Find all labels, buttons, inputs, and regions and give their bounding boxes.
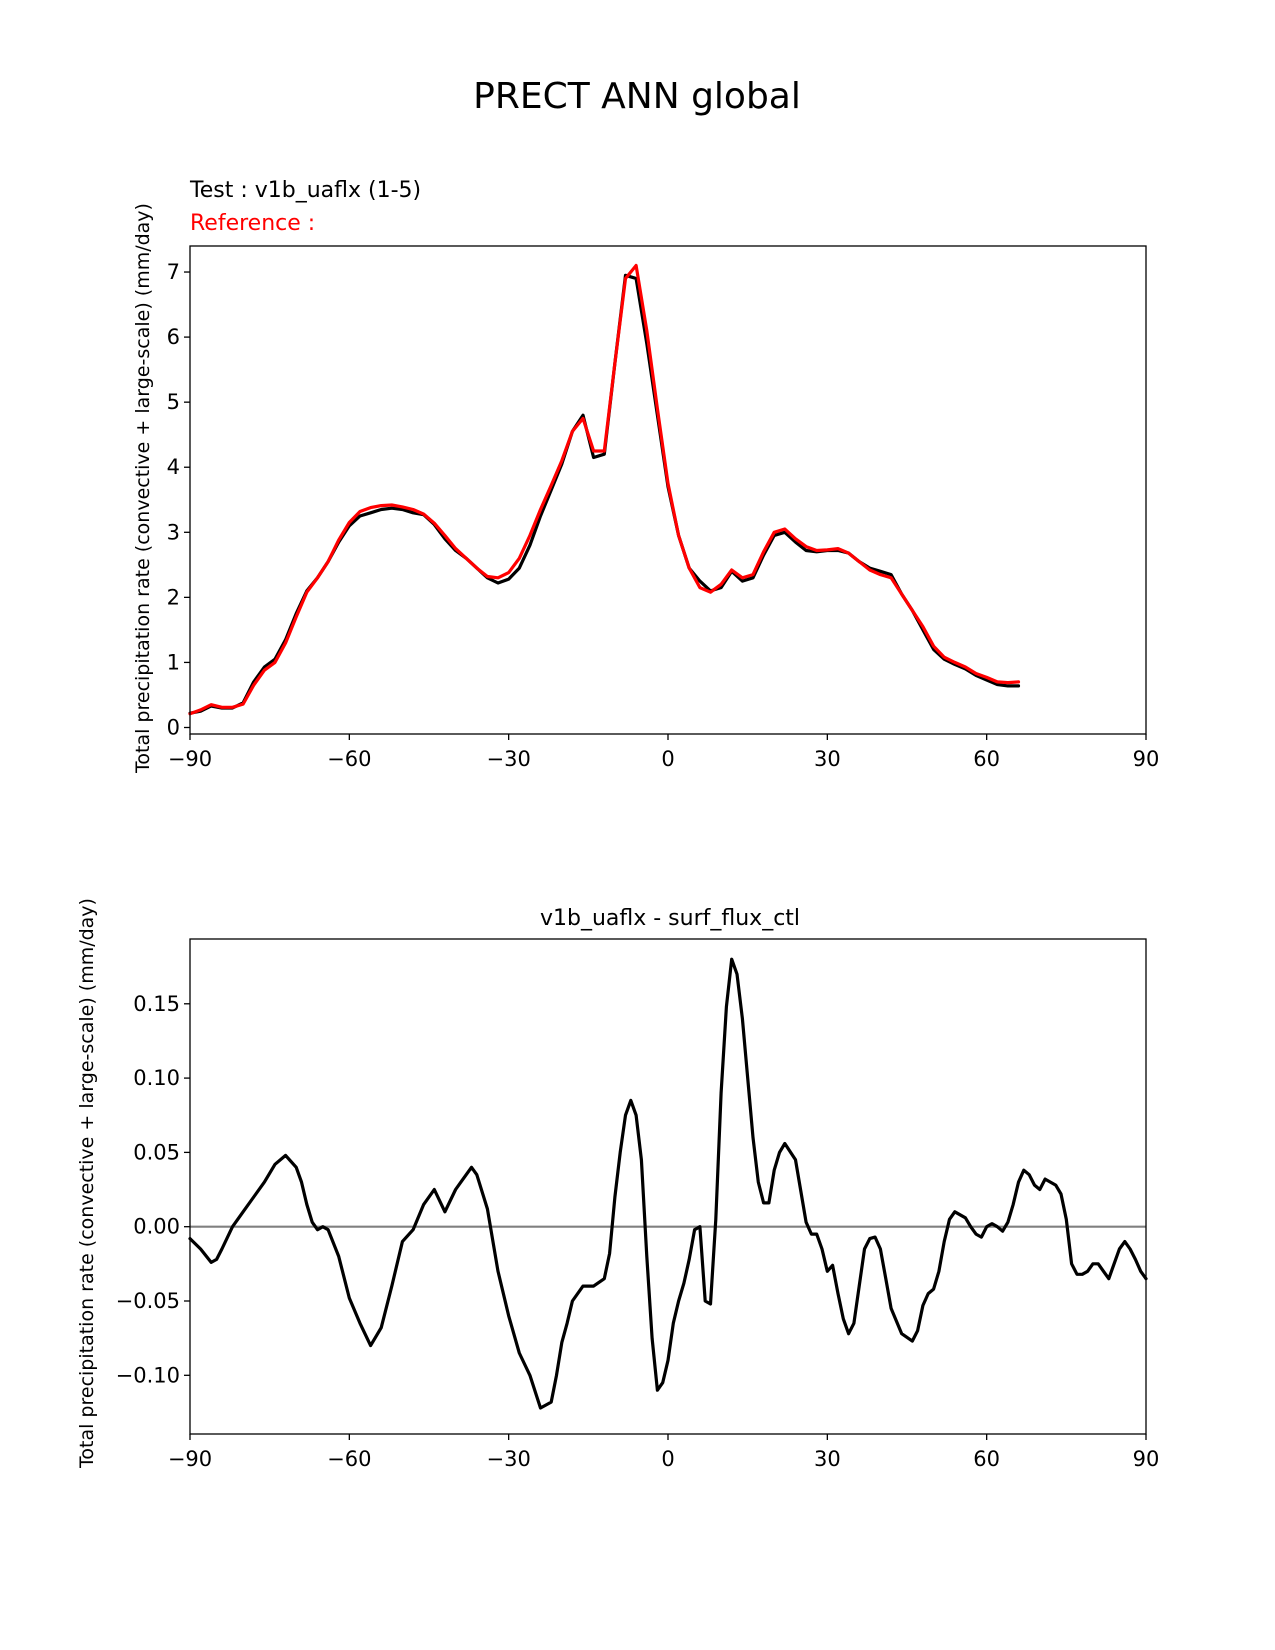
y-tick-label: 0.15	[133, 992, 180, 1016]
x-tick-label: −60	[327, 747, 371, 771]
y-tick-label: 0.00	[133, 1215, 180, 1239]
y-tick-label: 2	[167, 585, 180, 609]
y-tick-label: 7	[167, 260, 180, 284]
figure-title: PRECT ANN global	[473, 76, 801, 117]
y-tick-label: 0.10	[133, 1066, 180, 1090]
y-axis-label: Total precipitation rate (convective + l…	[132, 203, 154, 774]
y-tick-label: 5	[167, 390, 180, 414]
x-tick-label: −60	[327, 1447, 371, 1471]
y-tick-label: 0.05	[133, 1140, 180, 1164]
zonal-mean-panel: Test : v1b_uaflx (1-5) Reference : Total…	[132, 178, 1159, 774]
difference-panel: v1b_uaflx - surf_flux_ctl Total precipit…	[76, 898, 1159, 1471]
y-tick-label: 1	[167, 650, 180, 674]
x-tick-label: 90	[1133, 747, 1160, 771]
x-tick-label: −30	[487, 1447, 531, 1471]
y-tick-label: −0.05	[116, 1289, 180, 1313]
difference-series-line	[188, 957, 1148, 1410]
x-tick-label: −30	[487, 747, 531, 771]
y-tick-label: −0.10	[116, 1363, 180, 1387]
y-tick-label: 3	[167, 520, 180, 544]
x-tick-label: 30	[814, 747, 841, 771]
x-tick-label: 60	[973, 1447, 1000, 1471]
test-label: Test : v1b_uaflx (1-5)	[189, 178, 421, 203]
y-tick-label: 4	[167, 455, 180, 479]
reference-label: Reference :	[190, 211, 315, 236]
x-tick-label: −90	[168, 747, 212, 771]
x-tick-label: 0	[661, 747, 674, 771]
y-tick-label: 0	[167, 715, 180, 739]
difference-title: v1b_uaflx - surf_flux_ctl	[540, 906, 800, 931]
y-tick-label: 6	[167, 325, 180, 349]
reference-series-line	[188, 263, 1021, 716]
x-tick-label: 30	[814, 1447, 841, 1471]
x-tick-label: 0	[661, 1447, 674, 1471]
x-tick-label: 90	[1133, 1447, 1160, 1471]
x-tick-label: 60	[973, 747, 1000, 771]
y-axis-label: Total precipitation rate (convective + l…	[76, 898, 98, 1469]
x-tick-label: −90	[168, 1447, 212, 1471]
